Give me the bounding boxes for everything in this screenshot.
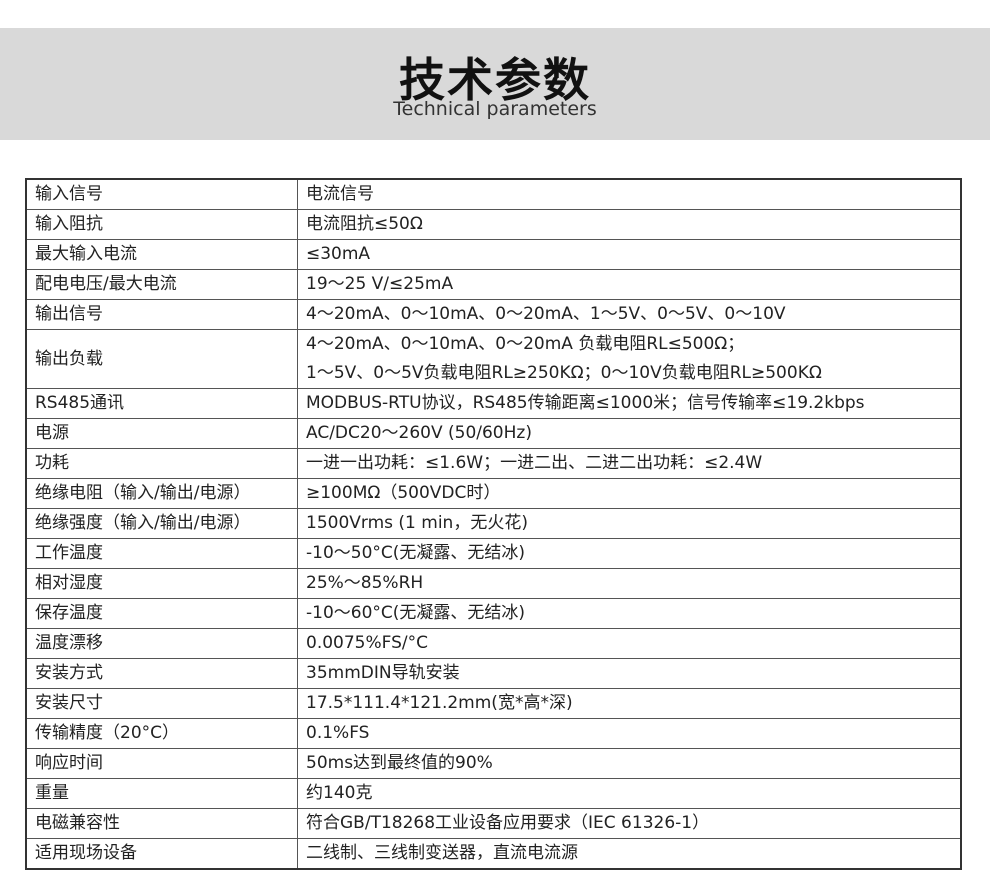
header-banner: 技术参数 Technical parameters <box>0 28 990 140</box>
label-cell: 适用现场设备 <box>25 838 298 870</box>
label-cell: 最大输入电流 <box>25 239 298 270</box>
value-cell: 二线制、三线制变送器，直流电流源 <box>297 838 962 870</box>
table-row: 输入阻抗 电流阻抗≤50Ω <box>25 209 962 240</box>
table-row: 传输精度（20°C） 0.1%FS <box>25 718 962 749</box>
value-cell: 符合GB/T18268工业设备应用要求（IEC 61326-1） <box>297 808 962 839</box>
label-cell: 功耗 <box>25 448 298 479</box>
value-cell: 19～25 V/≤25mA <box>297 269 962 300</box>
label-cell: 输入信号 <box>25 178 298 210</box>
table-row: 输入信号 电流信号 <box>25 178 962 210</box>
value-cell: 电流信号 <box>297 178 962 210</box>
value-cell: 1500Vrms (1 min，无火花) <box>297 508 962 539</box>
table-row: 相对湿度 25%～85%RH <box>25 568 962 599</box>
table-row: 温度漂移 0.0075%FS/°C <box>25 628 962 659</box>
value-cell: 电流阻抗≤50Ω <box>297 209 962 240</box>
value-cell: 35mmDIN导轨安装 <box>297 658 962 689</box>
table-row: 绝缘强度（输入/输出/电源） 1500Vrms (1 min，无火花) <box>25 508 962 539</box>
label-cell: 传输精度（20°C） <box>25 718 298 749</box>
table-row: RS485通讯 MODBUS-RTU协议，RS485传输距离≤1000米；信号传输… <box>25 388 962 419</box>
label-cell: 重量 <box>25 778 298 809</box>
label-cell: 配电电压/最大电流 <box>25 269 298 300</box>
table-row: 安装方式 35mmDIN导轨安装 <box>25 658 962 689</box>
table-row: 输出负载 4～20mA、0～10mA、0～20mA 负载电阻RL≤500Ω； 1～5… <box>25 329 962 389</box>
table-row: 最大输入电流 ≤30mA <box>25 239 962 270</box>
value-cell: 0.0075%FS/°C <box>297 628 962 659</box>
label-cell: 安装尺寸 <box>25 688 298 719</box>
value-cell: AC/DC20～260V (50/60Hz) <box>297 418 962 449</box>
label-cell: 相对湿度 <box>25 568 298 599</box>
spec-table: 输入信号 电流信号 输入阻抗 电流阻抗≤50Ω 最大输入电流 ≤30mA 配电电压/最大电流… <box>25 178 962 870</box>
value-cell: 50ms达到最终值的90% <box>297 748 962 779</box>
value-cell: -10～50°C(无凝露、无结冰) <box>297 538 962 569</box>
table-row: 安装尺寸 17.5*111.4*121.2mm(宽*高*深) <box>25 688 962 719</box>
label-cell: 电源 <box>25 418 298 449</box>
value-line: 1～5V、0～5V负载电阻RL≥250KΩ；0～10V负载电阻RL≥500KΩ <box>306 363 822 383</box>
table-row: 适用现场设备 二线制、三线制变送器，直流电流源 <box>25 838 962 870</box>
value-cell: 17.5*111.4*121.2mm(宽*高*深) <box>297 688 962 719</box>
value-cell: 4～20mA、0～10mA、0～20mA、1～5V、0～5V、0～10V <box>297 299 962 330</box>
table-row: 电源 AC/DC20～260V (50/60Hz) <box>25 418 962 449</box>
table-row: 输出信号 4～20mA、0～10mA、0～20mA、1～5V、0～5V、0～10V <box>25 299 962 330</box>
label-cell: 输出负载 <box>25 329 298 389</box>
table-row: 保存温度 -10～60°C(无凝露、无结冰) <box>25 598 962 629</box>
table-row: 绝缘电阻（输入/输出/电源） ≥100MΩ（500VDC时） <box>25 478 962 509</box>
table-row: 重量 约140克 <box>25 778 962 809</box>
value-cell: 25%～85%RH <box>297 568 962 599</box>
value-cell: -10～60°C(无凝露、无结冰) <box>297 598 962 629</box>
label-cell: 响应时间 <box>25 748 298 779</box>
value-cell: ≥100MΩ（500VDC时） <box>297 478 962 509</box>
table-row: 功耗 一进一出功耗：≤1.6W；一进二出、二进二出功耗：≤2.4W <box>25 448 962 479</box>
table-row: 响应时间 50ms达到最终值的90% <box>25 748 962 779</box>
label-cell: RS485通讯 <box>25 388 298 419</box>
value-line: 4～20mA、0～10mA、0～20mA 负载电阻RL≤500Ω； <box>306 334 745 354</box>
label-cell: 绝缘电阻（输入/输出/电源） <box>25 478 298 509</box>
label-cell: 输入阻抗 <box>25 209 298 240</box>
table-row: 配电电压/最大电流 19～25 V/≤25mA <box>25 269 962 300</box>
label-cell: 工作温度 <box>25 538 298 569</box>
label-cell: 安装方式 <box>25 658 298 689</box>
label-cell: 输出信号 <box>25 299 298 330</box>
label-cell: 保存温度 <box>25 598 298 629</box>
table-row: 工作温度 -10～50°C(无凝露、无结冰) <box>25 538 962 569</box>
value-cell: ≤30mA <box>297 239 962 270</box>
value-cell: 一进一出功耗：≤1.6W；一进二出、二进二出功耗：≤2.4W <box>297 448 962 479</box>
label-cell: 绝缘强度（输入/输出/电源） <box>25 508 298 539</box>
label-cell: 温度漂移 <box>25 628 298 659</box>
title: 技术参数 <box>399 53 591 107</box>
table-row: 电磁兼容性 符合GB/T18268工业设备应用要求（IEC 61326-1） <box>25 808 962 839</box>
value-cell: MODBUS-RTU协议，RS485传输距离≤1000米；信号传输率≤19.2k… <box>297 388 962 419</box>
value-cell: 约140克 <box>297 778 962 809</box>
value-cell: 4～20mA、0～10mA、0～20mA 负载电阻RL≤500Ω； 1～5V、0～… <box>297 329 962 389</box>
subtitle: Technical parameters <box>393 98 597 120</box>
label-cell: 电磁兼容性 <box>25 808 298 839</box>
value-cell: 0.1%FS <box>297 718 962 749</box>
